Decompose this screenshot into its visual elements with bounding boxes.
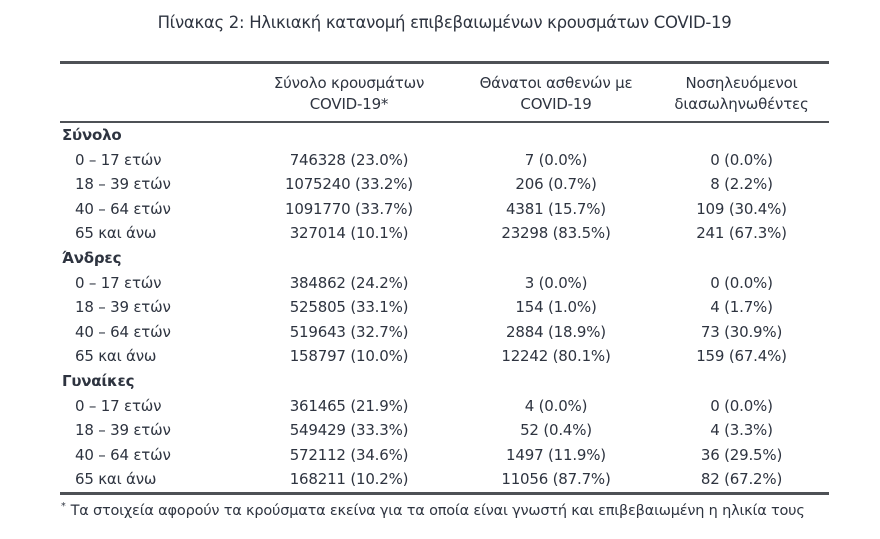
col-header-deaths: Θάνατοι ασθενών με COVID-19 (458, 62, 654, 123)
section-row-total: Σύνολο (60, 122, 829, 148)
covid-age-distribution-table: Σύνολο κρουσμάτων COVID-19* Θάνατοι ασθε… (60, 61, 829, 495)
age-label: 40 – 64 ετών (75, 445, 171, 464)
table-row: 18 – 39 ετών 549429 (33.3%) 52 (0.4%) 4 … (60, 418, 829, 443)
col-header-intubated-line2: διασωληνωθέντες (674, 95, 809, 113)
age-label: 18 – 39 ετών (75, 175, 171, 194)
cases-value: 1091770 (33.7%) (285, 199, 413, 218)
cases-value: 1075240 (33.2%) (285, 175, 413, 194)
table-row: 18 – 39 ετών 1075240 (33.2%) 206 (0.7%) … (60, 172, 829, 197)
page-title: Πίνακας 2: Ηλικιακή κατανομή επιβεβαιωμέ… (157, 13, 732, 32)
cases-value: 549429 (33.3%) (289, 421, 409, 440)
intubated-value: 0 (0.0%) (710, 396, 773, 415)
section-label: Γυναίκες (62, 371, 135, 390)
cases-value: 572112 (34.6%) (289, 445, 409, 464)
cases-value: 361465 (21.9%) (289, 396, 409, 415)
intubated-value: 4 (3.3%) (710, 421, 773, 440)
intubated-value: 159 (67.4%) (696, 347, 787, 366)
deaths-value: 4381 (15.7%) (506, 199, 606, 218)
col-header-cases: Σύνολο κρουσμάτων COVID-19* (240, 62, 458, 123)
intubated-value: 36 (29.5%) (700, 445, 783, 464)
deaths-value: 11056 (87.7%) (501, 470, 611, 489)
age-label: 0 – 17 ετών (75, 150, 162, 169)
deaths-value: 1497 (11.9%) (506, 445, 606, 464)
table-row: 0 – 17 ετών 361465 (21.9%) 4 (0.0%) 0 (0… (60, 394, 829, 419)
section-label: Σύνολο (62, 126, 122, 144)
age-label: 65 και άνω (75, 224, 157, 243)
age-label: 0 – 17 ετών (75, 396, 162, 415)
intubated-value: 241 (67.3%) (696, 224, 787, 243)
table-row: 40 – 64 ετών 1091770 (33.7%) 4381 (15.7%… (60, 197, 829, 222)
deaths-value: 154 (1.0%) (515, 298, 597, 317)
cases-value: 746328 (23.0%) (289, 150, 409, 169)
footnote-text: Τα στοιχεία αφορούν τα κρούσματα εκείνα … (70, 502, 805, 519)
col-header-cases-line2: COVID-19* (309, 95, 389, 113)
table-row: 0 – 17 ετών 746328 (23.0%) 7 (0.0%) 0 (0… (60, 148, 829, 173)
header-row: Σύνολο κρουσμάτων COVID-19* Θάνατοι ασθε… (60, 62, 829, 123)
cases-value: 327014 (10.1%) (289, 224, 409, 243)
age-label: 65 και άνω (75, 347, 157, 366)
table-row: 18 – 39 ετών 525805 (33.1%) 154 (1.0%) 4… (60, 295, 829, 320)
age-label: 40 – 64 ετών (75, 199, 171, 218)
deaths-value: 2884 (18.9%) (506, 322, 606, 341)
intubated-value: 82 (67.2%) (700, 470, 783, 489)
col-header-cases-line1: Σύνολο κρουσμάτων (273, 74, 425, 92)
col-header-intubated-line1: Νοσηλευόμενοι (685, 74, 798, 92)
cases-value: 384862 (24.2%) (289, 273, 409, 292)
intubated-value: 8 (2.2%) (710, 175, 773, 194)
deaths-value: 206 (0.7%) (515, 175, 597, 194)
age-label: 18 – 39 ετών (75, 298, 171, 317)
col-header-age (60, 62, 240, 123)
table-row: 40 – 64 ετών 572112 (34.6%) 1497 (11.9%)… (60, 443, 829, 468)
intubated-value: 4 (1.7%) (710, 298, 773, 317)
age-label: 0 – 17 ετών (75, 273, 162, 292)
table-row: 65 και άνω 168211 (10.2%) 11056 (87.7%) … (60, 467, 829, 493)
table-row: 65 και άνω 158797 (10.0%) 12242 (80.1%) … (60, 344, 829, 369)
section-label: Άνδρες (62, 248, 122, 267)
col-header-deaths-line2: COVID-19 (520, 95, 592, 113)
intubated-value: 0 (0.0%) (710, 150, 773, 169)
table-row: 0 – 17 ετών 384862 (24.2%) 3 (0.0%) 0 (0… (60, 271, 829, 296)
footnote-marker: * (61, 501, 66, 512)
intubated-value: 109 (30.4%) (696, 199, 787, 218)
cases-value: 525805 (33.1%) (289, 298, 409, 317)
cases-value: 519643 (32.7%) (289, 322, 409, 341)
footnote: * Τα στοιχεία αφορούν τα κρούσματα εκείνα… (61, 501, 861, 519)
intubated-value: 73 (30.9%) (700, 322, 783, 341)
cases-value: 168211 (10.2%) (289, 470, 409, 489)
age-label: 40 – 64 ετών (75, 322, 171, 341)
cases-value: 158797 (10.0%) (289, 347, 409, 366)
deaths-value: 7 (0.0%) (524, 150, 588, 169)
age-label: 65 και άνω (75, 470, 157, 489)
deaths-value: 12242 (80.1%) (501, 347, 611, 366)
table-row: 40 – 64 ετών 519643 (32.7%) 2884 (18.9%)… (60, 320, 829, 345)
deaths-value: 4 (0.0%) (524, 396, 588, 415)
deaths-value: 52 (0.4%) (520, 421, 592, 440)
deaths-value: 3 (0.0%) (524, 273, 588, 292)
intubated-value: 0 (0.0%) (710, 273, 773, 292)
deaths-value: 23298 (83.5%) (501, 224, 611, 243)
section-row-women: Γυναίκες (60, 369, 829, 394)
table-row: 65 και άνω 327014 (10.1%) 23298 (83.5%) … (60, 221, 829, 246)
col-header-intubated: Νοσηλευόμενοι διασωληνωθέντες (654, 62, 829, 123)
age-label: 18 – 39 ετών (75, 421, 171, 440)
section-row-men: Άνδρες (60, 246, 829, 271)
col-header-deaths-line1: Θάνατοι ασθενών με (479, 74, 633, 92)
